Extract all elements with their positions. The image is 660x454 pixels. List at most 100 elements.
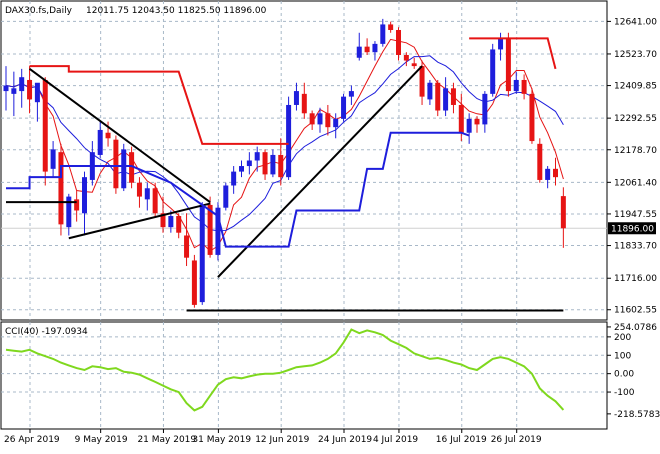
resistance-band-left (29, 65, 289, 145)
candle-body (105, 132, 111, 139)
price-tick-label: 11947.55 (614, 210, 657, 220)
candle-body (191, 260, 197, 305)
price-panel-title: DAX30.fs,Daily (5, 6, 73, 16)
price-tick-label: 12523.70 (614, 50, 657, 60)
candle-body (129, 152, 135, 183)
cci-series (5, 328, 565, 412)
candle-body (223, 185, 229, 208)
cci-tick-label: 200 (614, 333, 631, 343)
candle-body (553, 168, 558, 178)
candle-body (160, 213, 166, 228)
time-tick-label: 31 May 2019 (192, 435, 251, 445)
time-tick-label: 21 May 2019 (137, 435, 196, 445)
candle-body (482, 93, 488, 125)
current-price-label: 11896.00 (611, 224, 654, 234)
candle-body (58, 152, 64, 225)
price-tick-label: 12061.40 (614, 178, 657, 188)
candle-body (341, 96, 347, 119)
candle-body (419, 66, 425, 97)
candle-body (97, 129, 103, 155)
candle-body (215, 207, 221, 255)
candle-body (396, 29, 401, 55)
candle-body (66, 196, 72, 228)
candle-body (521, 79, 527, 94)
candle-body (270, 154, 276, 175)
price-tick-label: 11602.55 (614, 306, 657, 316)
trendline-descending (28, 68, 211, 203)
time-tick-label: 16 Jul 2019 (436, 435, 487, 445)
candle-body (364, 46, 370, 53)
support-band (6, 131, 470, 248)
candle-body (458, 104, 464, 133)
trendline-ascending-rally (217, 65, 423, 278)
candle-body (34, 82, 40, 103)
candle-body (50, 149, 56, 169)
candle-body (42, 79, 48, 172)
candle-body (246, 160, 252, 167)
price-tick-label: 12641.00 (614, 17, 657, 27)
price-overlays (5, 38, 564, 252)
candle-body (74, 199, 80, 211)
cci-line-path (5, 328, 565, 412)
candle-body (348, 91, 354, 97)
candle-body (545, 168, 551, 180)
candle-body (19, 77, 25, 92)
time-tick-label: 9 May 2019 (75, 435, 128, 445)
candle-body (388, 24, 394, 30)
time-tick-label: 4 Jul 2019 (373, 435, 418, 445)
candle-body (176, 216, 182, 233)
candle-body (113, 139, 119, 189)
candle-body (144, 188, 150, 200)
candle-body (82, 177, 87, 214)
price-ohlc-readout: 12011.75 12043.50 11825.50 11896.00 (86, 6, 267, 16)
price-tick-label: 12178.70 (614, 146, 657, 156)
cci-plot-frame (0, 321, 608, 430)
price-panel: DAX30.fs,Daily 12011.75 12043.50 11825.5… (0, 0, 657, 321)
cci-tick-label: 254.0786 (614, 323, 657, 333)
price-tick-label: 12292.55 (614, 114, 657, 124)
cci-tick-label: -218.5783 (614, 410, 660, 420)
candle-body (254, 152, 260, 161)
candle-body (11, 88, 17, 94)
trendlines (6, 37, 564, 312)
candle-body (184, 235, 190, 258)
candle-body (403, 54, 409, 61)
candle-body (427, 82, 433, 100)
current-price-badge (608, 222, 656, 235)
time-tick-label: 26 Apr 2019 (4, 435, 60, 445)
candle-body (325, 113, 331, 128)
candle-body (207, 204, 213, 255)
candle-body (505, 38, 511, 92)
candle-body (136, 182, 142, 197)
price-tick-label: 11716.00 (614, 274, 657, 284)
candle-body (239, 166, 244, 172)
candle-body (152, 188, 158, 214)
cci-tick-label: -100 (614, 388, 635, 398)
candle-body (435, 82, 441, 111)
candle-body (301, 93, 307, 114)
cci-tick-label: 100 (614, 351, 631, 361)
time-tick-label: 24 Jun 2019 (318, 435, 372, 445)
trendline-ascending-lower (68, 202, 211, 240)
candle-body (309, 113, 315, 125)
candle-body (537, 143, 543, 180)
resistance-band-right (469, 37, 557, 70)
candle-body (333, 118, 339, 128)
cci-panel-title: CCI(40) -197.0934 (5, 327, 88, 337)
candle-body (372, 43, 378, 53)
candle-body (286, 104, 292, 178)
cci-gridlines (1, 322, 607, 429)
candle-body (3, 85, 9, 92)
candle-body (490, 49, 496, 94)
price-candles (3, 18, 566, 308)
candle-body (27, 79, 33, 100)
ma-fast-line (5, 38, 564, 252)
candle-body (168, 216, 174, 228)
candle-body (380, 24, 386, 44)
candle-body (199, 204, 205, 303)
cci-tick-label: 0.00 (614, 370, 634, 380)
candle-body (450, 88, 456, 105)
